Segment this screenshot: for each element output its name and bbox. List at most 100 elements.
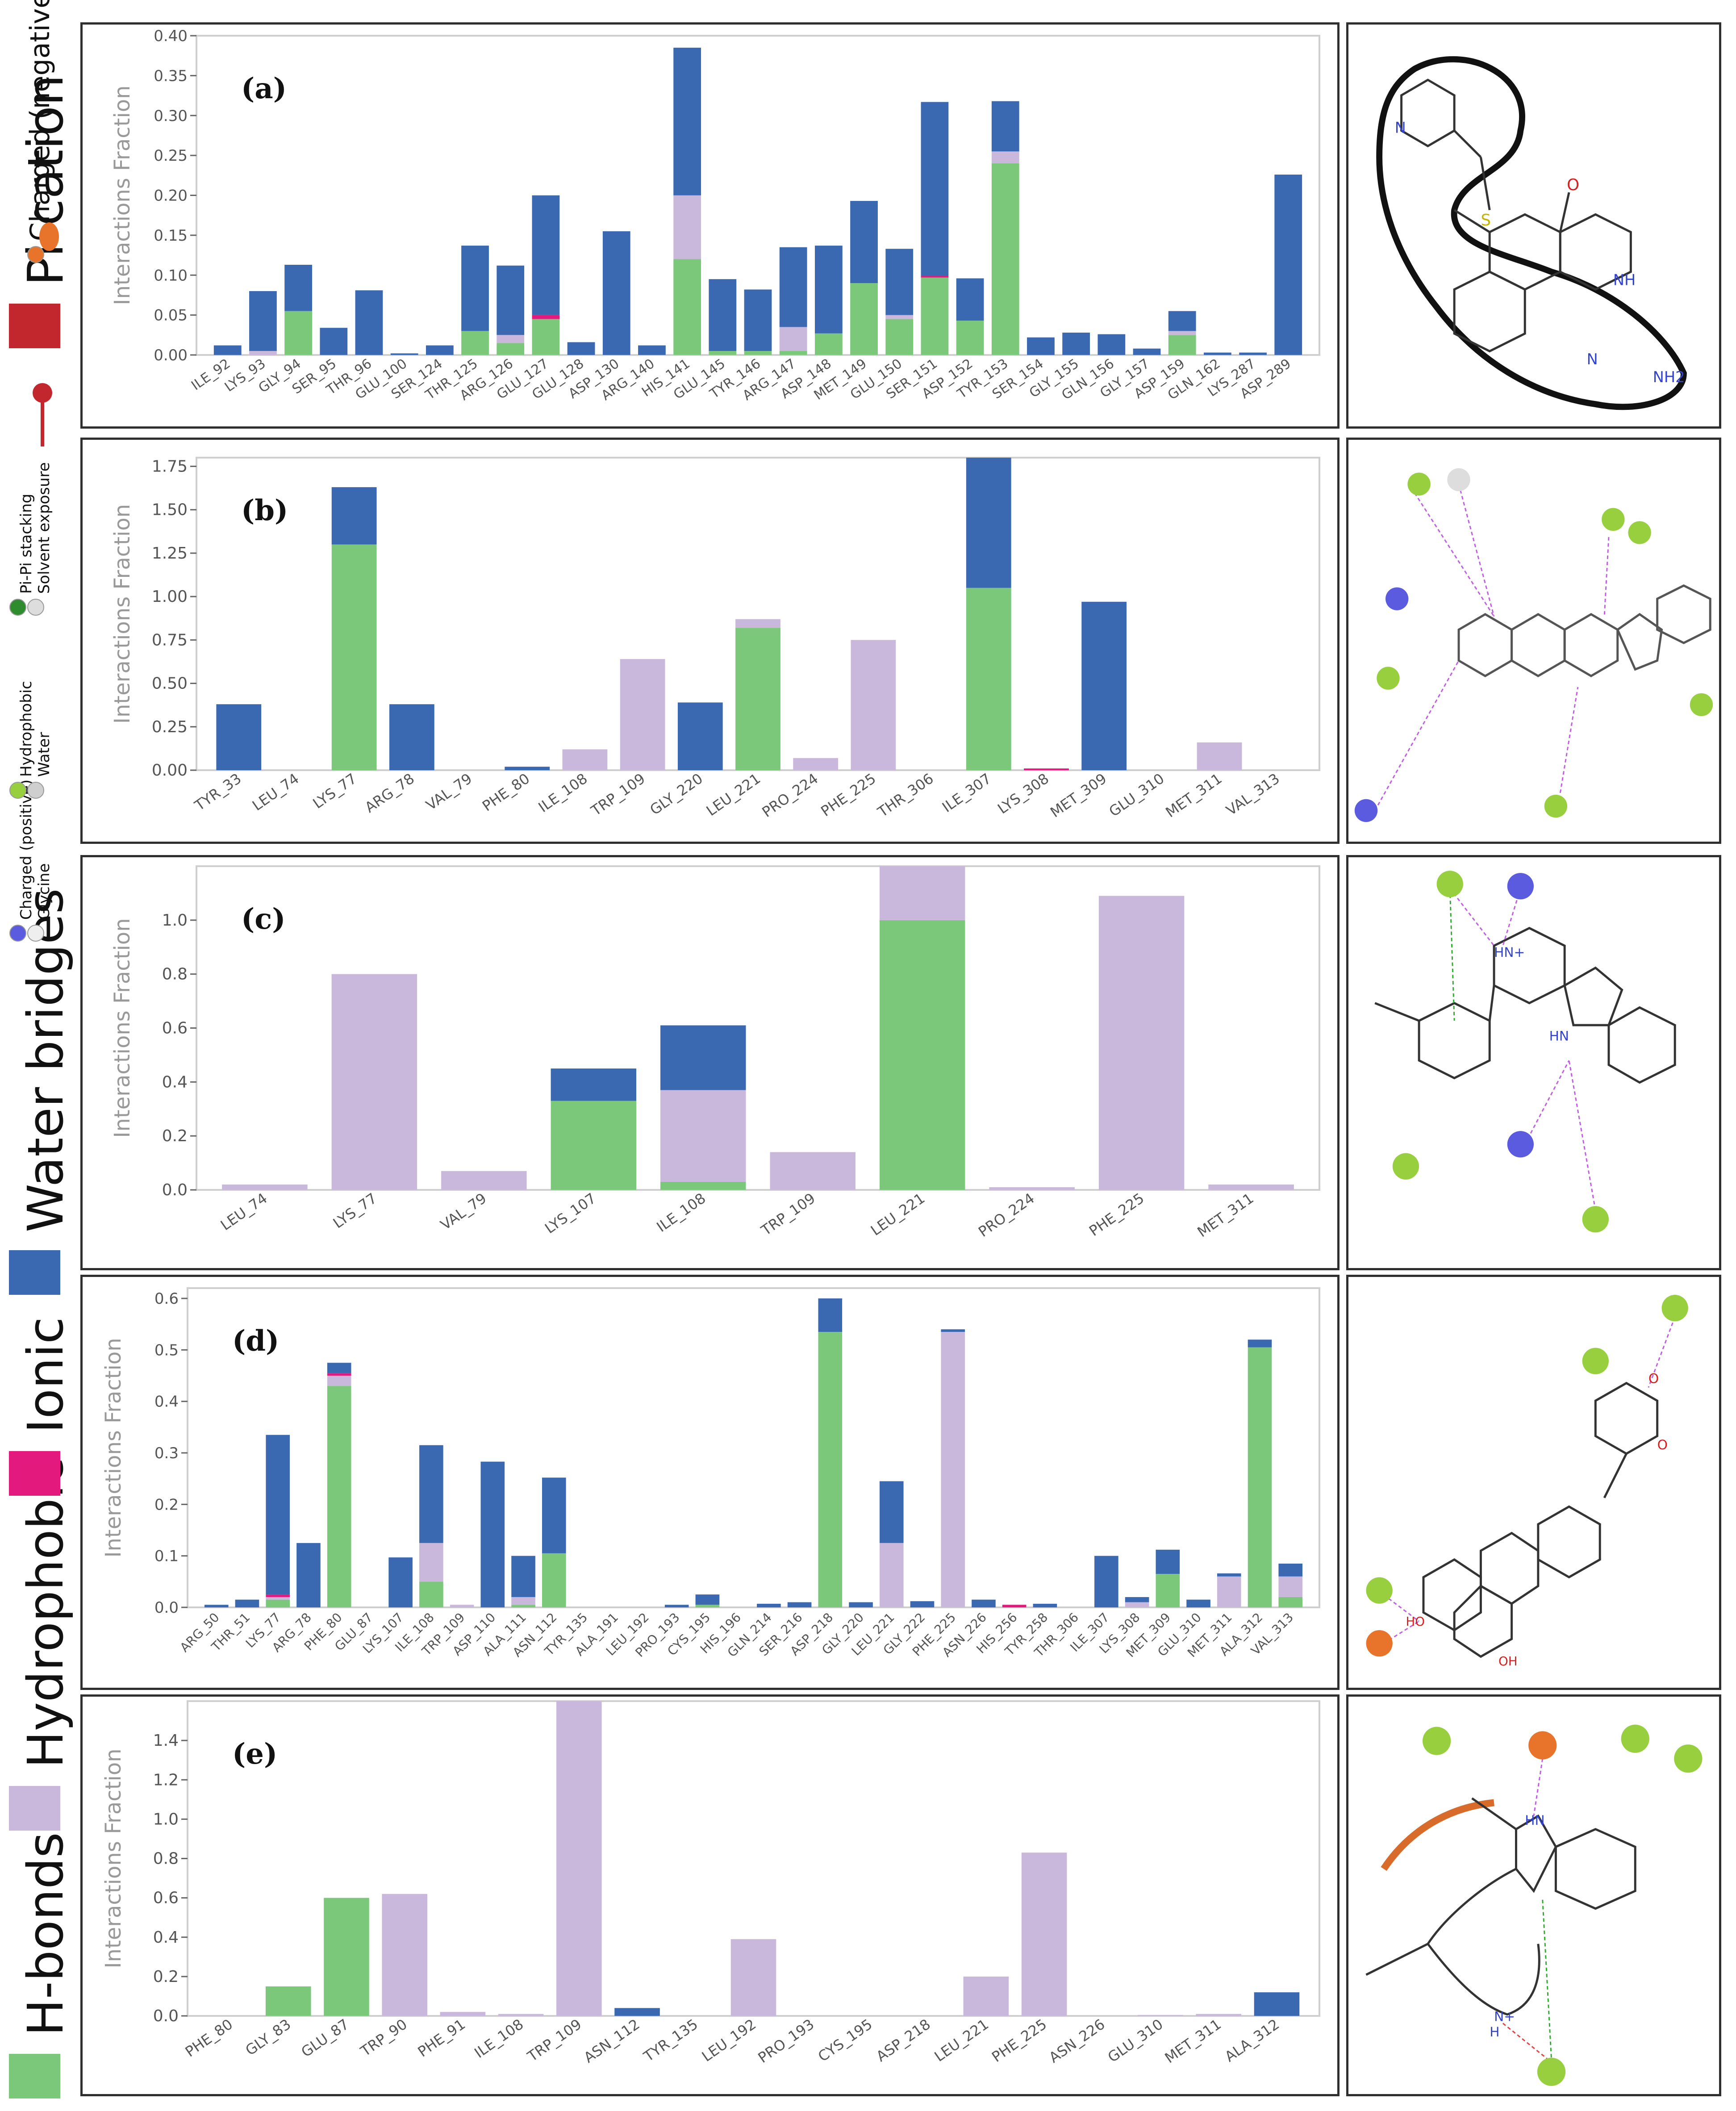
bar-water-bridges-tyr_33 [216,704,262,770]
bar-h-bonds-phe_80 [327,1386,351,1607]
bar-water-bridges-asp_148 [814,246,843,334]
bar-water-bridges-met_309 [1081,601,1127,770]
bar-water-bridges-asp_152 [956,278,984,321]
y-tick-label: 0.4 [154,1393,179,1411]
molecule-a-drawing: N S O NH N NH2 [1376,56,1687,410]
bar-h-bonds-arg_126 [497,343,525,355]
y-tick-label: 1.50 [152,501,188,519]
y-tick-label: 0.5 [154,1341,179,1359]
x-tick-label: VAL_79 [437,1189,489,1233]
bar-hydrophobic-glu_150 [885,315,914,319]
panel-label: (b) [241,494,288,527]
bar-h-bonds-glu_145 [709,351,737,355]
x-tick-label: ALA_312 [1222,2015,1282,2065]
y-tick-label: 0.20 [154,187,188,205]
x-tick-label: GLU_310 [1106,770,1168,820]
bar-hydrophobic-leu_221 [735,619,780,628]
bar-hydrophobic-lys_308 [1125,1602,1149,1607]
bar-water-bridges-ser_151 [921,102,949,276]
x-tick-label: TRP_90 [357,2015,410,2060]
y-tick-label: 1.0 [153,1810,179,1828]
bar-water-bridges-gly_220 [677,702,723,770]
legend-label-4: Charged (positive) [17,780,35,920]
atom-h-e: H [1490,2024,1499,2040]
bar-hydrophobic-leu_221 [879,1543,904,1607]
x-tick-label: TYR_135 [640,2015,701,2065]
bar-h-bonds-cys_195 [695,1605,720,1607]
bar-hydrophobic-pro_224 [793,758,839,770]
bar-water-bridges-asp_289 [1274,175,1302,355]
chart-panel-d [80,1275,1340,1690]
bar-h-bonds-asn_112 [542,1553,566,1607]
bar-h-bonds-tyr_153 [991,163,1019,355]
bar-h-bonds-ile_108 [419,1581,443,1607]
legend-label-9: Solvent exposure [35,462,53,594]
y-tick-label: 0.0 [162,1181,188,1199]
bar-hydrophobic-trp_90 [382,1894,427,2016]
bar-water-bridges-ser_124 [426,345,454,355]
y-tick-label: 0.05 [154,307,188,325]
molecule-panel-e: HN N+ H [1346,1694,1721,2096]
bar-water-bridges-his_141 [673,47,701,196]
bar-water-bridges-phe_225 [941,1329,965,1332]
bar-water-bridges-cys_195 [695,1594,720,1605]
bar-hydrophobic-lys_93 [249,351,277,355]
bar-h-bonds-gly_94 [284,311,313,355]
y-tick-label: 0.25 [154,147,188,165]
bar-h-bonds-ala_111 [511,1605,535,1607]
bar-water-bridges-lys_308 [1125,1597,1149,1602]
bar-water-bridges-arg_126 [497,265,525,335]
bar-h-bonds-met_149 [850,283,878,355]
bar-hydrophobic-tyr_153 [991,151,1019,163]
y-tick-label: 0.8 [153,1850,179,1868]
bar-ionic-lys_308 [1024,768,1069,770]
bar-water-bridges-thr_125 [461,246,489,331]
y-tick-label: 1.75 [152,457,188,476]
x-tick-label: ILE_108 [535,770,591,816]
bar-water-bridges-glu_145 [709,279,737,351]
x-tick-label: CYS_195 [815,2015,875,2065]
x-tick-label: TRP_109 [524,2015,585,2065]
y-tick-label: 0.00 [152,761,188,780]
bar-water-bridges-lys_107 [551,1068,637,1101]
legend-swatch-5 [27,925,44,942]
bar-water-bridges-lys_93 [249,291,277,351]
chart-panel-b [80,438,1340,844]
bar-hydrophobic-ile_108 [562,749,608,770]
atom-n-plus-e: N+ [1494,2009,1515,2024]
bar-water-bridges-thr_96 [355,290,383,355]
bar-h-bonds-asp_159 [1168,335,1196,355]
legend-swatch-1 [9,1786,60,1831]
bar-water-bridges-asn_226 [972,1599,996,1607]
atom-nh-a: NH [1613,271,1636,288]
bar-water-bridges-met_309 [1156,1549,1180,1574]
legend-label-1: Hydrophobic [17,1458,74,1768]
bar-water-bridges-lys_77 [331,487,377,545]
bar-water-bridges-ser_95 [320,328,348,355]
bar-h-bonds-asp_218 [818,1332,843,1607]
legend-label-11: Charged (negative) [25,0,56,241]
bar-water-bridges-arg_50 [204,1605,229,1607]
x-tick-label: PRO_224 [759,770,822,821]
bar-hydrophobic-met_311 [1196,2014,1242,2016]
x-tick-label: LEU_221 [868,1189,928,1239]
bar-water-bridges-tyr_153 [991,101,1019,152]
y-tick-label: 0.8 [162,965,188,984]
atom-o-d2: O [1657,1437,1668,1452]
legend-swatch-8 [9,599,26,616]
bar-water-bridges-thr_51 [235,1599,259,1607]
y-tick-label: 0.1 [154,1548,179,1565]
atom-o-d1: O [1648,1371,1659,1386]
y-axis-label: Interactions Fraction [110,85,135,305]
panel-label: (e) [232,1737,277,1771]
bar-hydrophobic-leu_221 [879,866,965,920]
molecule-panel-d: O O HO OH [1346,1275,1721,1690]
y-tick-label: 1.0 [162,911,188,930]
bar-water-bridges-ile_307 [1094,1556,1118,1607]
bar-hydrophobic-met_311 [1197,742,1242,770]
x-tick-label: LYS_308 [994,770,1052,817]
panel-label: (d) [232,1324,279,1358]
bar-water-bridges-tyr_146 [744,289,772,351]
bar-water-bridges-phe_80 [505,767,550,770]
